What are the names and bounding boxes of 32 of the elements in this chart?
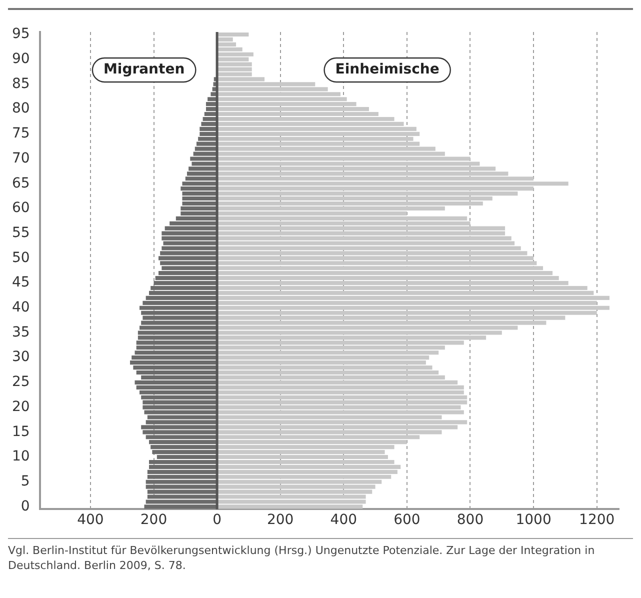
text: Vgl. Berlin-Institut für Bevölkerungsentwicklung (Hrsg.) Ungenutzte Potenziale. Zur Lage der Integration in Deutschland. Berlin 2009, S. 78. — [8, 543, 596, 573]
x-tick-label: 200 — [140, 512, 168, 528]
y-tick-label: 40 — [12, 300, 30, 316]
y-tick-label: 95 — [12, 26, 30, 42]
y-tick-label: 55 — [12, 224, 30, 241]
x-tick-label: 600 — [394, 512, 420, 528]
series-label: Einheimische — [335, 62, 440, 78]
y-tick-label: 15 — [12, 424, 30, 440]
y-tick-label: 70 — [12, 150, 30, 166]
y-tick-label: 35 — [12, 324, 30, 340]
y-tick-label: 90 — [12, 50, 30, 67]
x-tick-label: 200 — [266, 512, 294, 528]
y-tick-label: 60 — [12, 200, 30, 216]
y-tick-label: 20 — [12, 398, 30, 415]
x-tick-label: 1000 — [516, 512, 552, 528]
y-tick-label: 25 — [12, 374, 30, 390]
y-tick-label: 85 — [12, 76, 30, 92]
y-tick-label: 10 — [12, 448, 30, 465]
y-tick-label: 0 — [20, 498, 30, 514]
x-tick-label: 400 — [330, 512, 358, 528]
y-tick-label: 75 — [12, 126, 30, 142]
y-tick-label: 45 — [12, 274, 30, 291]
x-tick-label: 400 — [77, 512, 104, 528]
y-tick-label: 5 — [20, 474, 30, 490]
y-tick-label: 80 — [12, 100, 30, 117]
x-tick-label: 800 — [456, 512, 484, 528]
text: Migranten — [103, 62, 185, 78]
x-tick-label: 1200 — [579, 512, 615, 528]
y-tick-label: 50 — [12, 250, 30, 266]
y-tick-label: 65 — [12, 175, 30, 192]
x-tick-label: 0 — [212, 512, 222, 528]
y-tick-label: 30 — [12, 349, 30, 366]
